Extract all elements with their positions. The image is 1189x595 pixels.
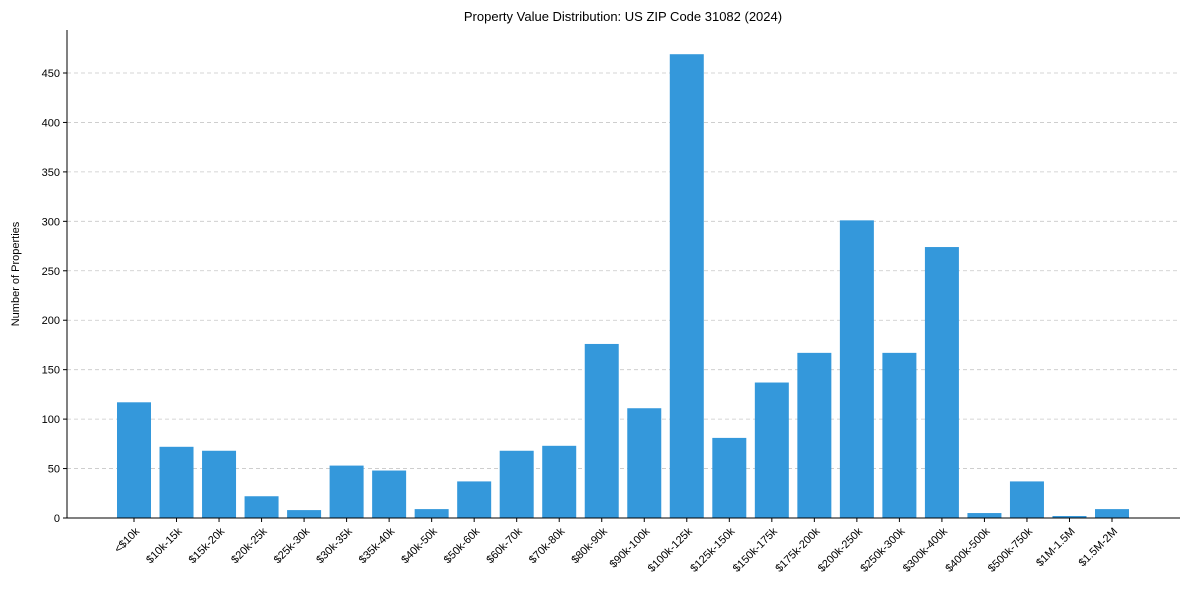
bar	[414, 509, 449, 518]
bar	[839, 220, 874, 518]
x-tick-label: $35k-40k	[357, 525, 398, 566]
bar	[669, 54, 704, 518]
x-tick-label: $1.5M-2M	[1077, 526, 1121, 570]
y-tick-label: 150	[42, 365, 60, 377]
x-tick-label: $400k-500k	[943, 525, 992, 574]
bar	[797, 352, 832, 518]
y-tick-label: 100	[42, 414, 60, 426]
y-tick-label: 0	[54, 513, 60, 525]
bar	[287, 510, 322, 518]
x-tick-label: $60k-70k	[484, 525, 525, 566]
x-tick-label: $50k-60k	[442, 525, 483, 566]
x-tick-label: $30k-35k	[314, 525, 355, 566]
y-tick-label: 50	[48, 464, 60, 476]
bar	[329, 465, 364, 518]
x-tick-label: <$10k	[112, 525, 142, 555]
bar	[1009, 481, 1044, 518]
x-tick-label: $10k-15k	[144, 525, 185, 566]
y-tick-label: 350	[42, 167, 60, 179]
bar	[712, 437, 747, 518]
x-tick-label: $40k-50k	[399, 525, 440, 566]
bar	[627, 408, 662, 518]
bar	[754, 382, 789, 518]
bar	[924, 247, 959, 519]
bar	[499, 450, 534, 518]
x-tick-label: $70k-80k	[527, 525, 568, 566]
y-tick-label: 200	[42, 315, 60, 327]
bar	[542, 445, 577, 518]
bar	[882, 352, 917, 518]
x-tick-label: $20k-25k	[229, 525, 270, 566]
x-tick-label: $200k-250k	[816, 525, 865, 574]
x-tick-label: $175k-200k	[773, 525, 822, 574]
chart-title: Property Value Distribution: US ZIP Code…	[464, 9, 782, 24]
bar	[244, 496, 279, 518]
x-tick-label: $125k-150k	[688, 525, 737, 574]
bar	[159, 446, 194, 518]
y-tick-label: 400	[42, 117, 60, 129]
x-tick-label: $80k-90k	[569, 525, 610, 566]
bar	[1095, 509, 1129, 518]
x-tick-label: $100k-125k	[646, 525, 695, 574]
y-tick-label: 450	[42, 68, 60, 80]
bar	[1052, 516, 1087, 518]
x-tick-label: $150k-175k	[731, 525, 780, 574]
bar	[117, 402, 151, 518]
bar	[584, 343, 619, 518]
x-tick-label: $25k-30k	[272, 525, 313, 566]
bar	[457, 481, 492, 518]
x-tick-label: $500k-750k	[986, 525, 1035, 574]
x-tick-label: $15k-20k	[187, 525, 228, 566]
x-tick-label: $90k-100k	[608, 525, 653, 570]
x-tick-label: $300k-400k	[901, 525, 950, 574]
bar	[202, 450, 237, 518]
x-tick-label: $250k-300k	[858, 525, 907, 574]
bar	[967, 513, 1002, 518]
x-tick-label: $1M-1.5M	[1034, 526, 1078, 570]
bar	[372, 470, 407, 518]
y-tick-label: 250	[42, 266, 60, 278]
y-axis-label: Number of Properties	[10, 221, 22, 326]
y-tick-label: 300	[42, 216, 60, 228]
